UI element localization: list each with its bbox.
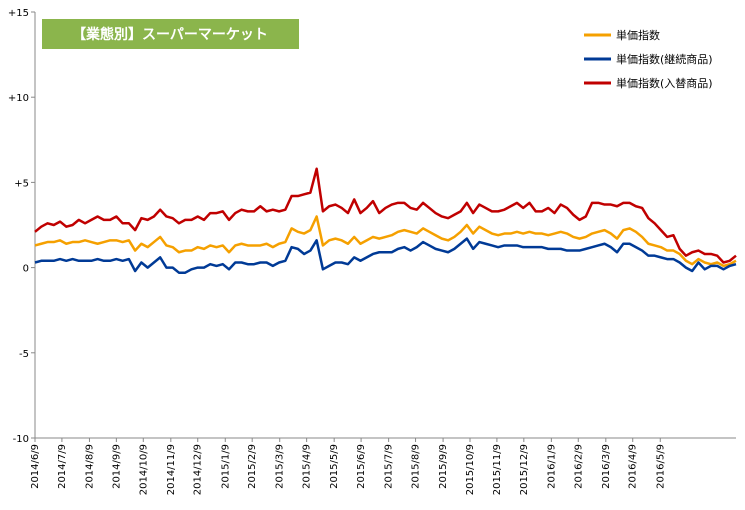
series-line-1 (34, 237, 737, 274)
x-tick-label: 2015/10/9 (465, 444, 476, 495)
chart-title-box: 【業態別】スーパーマーケット (42, 19, 299, 49)
x-tick-label: 2015/6/9 (356, 444, 367, 489)
series-line-0 (34, 215, 737, 268)
x-tick-label: 2016/1/9 (546, 444, 557, 489)
legend-label: 単価指数 (616, 28, 660, 42)
y-tick-label: +15 (8, 8, 29, 19)
x-tick-label: 2015/11/9 (492, 444, 503, 495)
series-line-2 (34, 167, 737, 264)
legend: 単価指数 単価指数(継続商品) 単価指数(入替商品) (584, 28, 713, 90)
legend-label: 単価指数(入替商品) (616, 76, 713, 90)
x-tick-label: 2014/8/9 (84, 444, 95, 489)
legend-label: 単価指数(継続商品) (616, 52, 713, 66)
y-axis-ticks: +15 +10 +5 0 -5 -10 (8, 8, 35, 445)
y-tick-label: -10 (13, 434, 29, 445)
x-tick-label: 2015/7/9 (384, 444, 395, 489)
x-tick-label: 2015/5/9 (329, 444, 340, 489)
x-tick-label: 2014/7/9 (57, 444, 68, 489)
x-tick-label: 2014/11/9 (166, 444, 177, 495)
x-tick-label: 2014/10/9 (138, 444, 149, 495)
x-tick-label: 2014/12/9 (193, 444, 204, 495)
x-tick-label: 2015/8/9 (411, 444, 422, 489)
series-lines (34, 167, 737, 274)
x-tick-label: 2014/6/9 (30, 444, 41, 489)
y-tick-label: +5 (14, 178, 29, 189)
y-tick-label: +10 (8, 93, 29, 104)
y-tick-label: -5 (19, 349, 29, 360)
legend-item-unit-price-index: 単価指数 (584, 28, 660, 42)
x-tick-label: 2015/12/9 (519, 444, 530, 495)
x-tick-label: 2015/4/9 (302, 444, 313, 489)
x-tick-label: 2015/2/9 (247, 444, 258, 489)
y-tick-label: 0 (23, 264, 29, 275)
x-tick-label: 2015/1/9 (220, 444, 231, 489)
x-axis-ticks: 2014/6/9 2014/7/9 2014/8/9 2014/9/9 2014/10/… (30, 438, 666, 495)
x-tick-label: 2016/4/9 (628, 444, 639, 489)
x-tick-label: 2016/2/9 (573, 444, 584, 489)
legend-item-continuing-products: 単価指数(継続商品) (584, 52, 713, 66)
x-tick-label: 2016/3/9 (601, 444, 612, 489)
legend-item-replacement-products: 単価指数(入替商品) (584, 76, 713, 90)
x-tick-label: 2015/9/9 (438, 444, 449, 489)
chart-title: 【業態別】スーパーマーケット (72, 26, 268, 43)
x-tick-label: 2016/5/9 (655, 444, 666, 489)
x-tick-label: 2015/3/9 (275, 444, 286, 489)
x-tick-label: 2014/9/9 (111, 444, 122, 489)
axes: +15+10+50-5-10 2014/6/9 2014/7/9 2014/8/9 2… (8, 8, 736, 495)
